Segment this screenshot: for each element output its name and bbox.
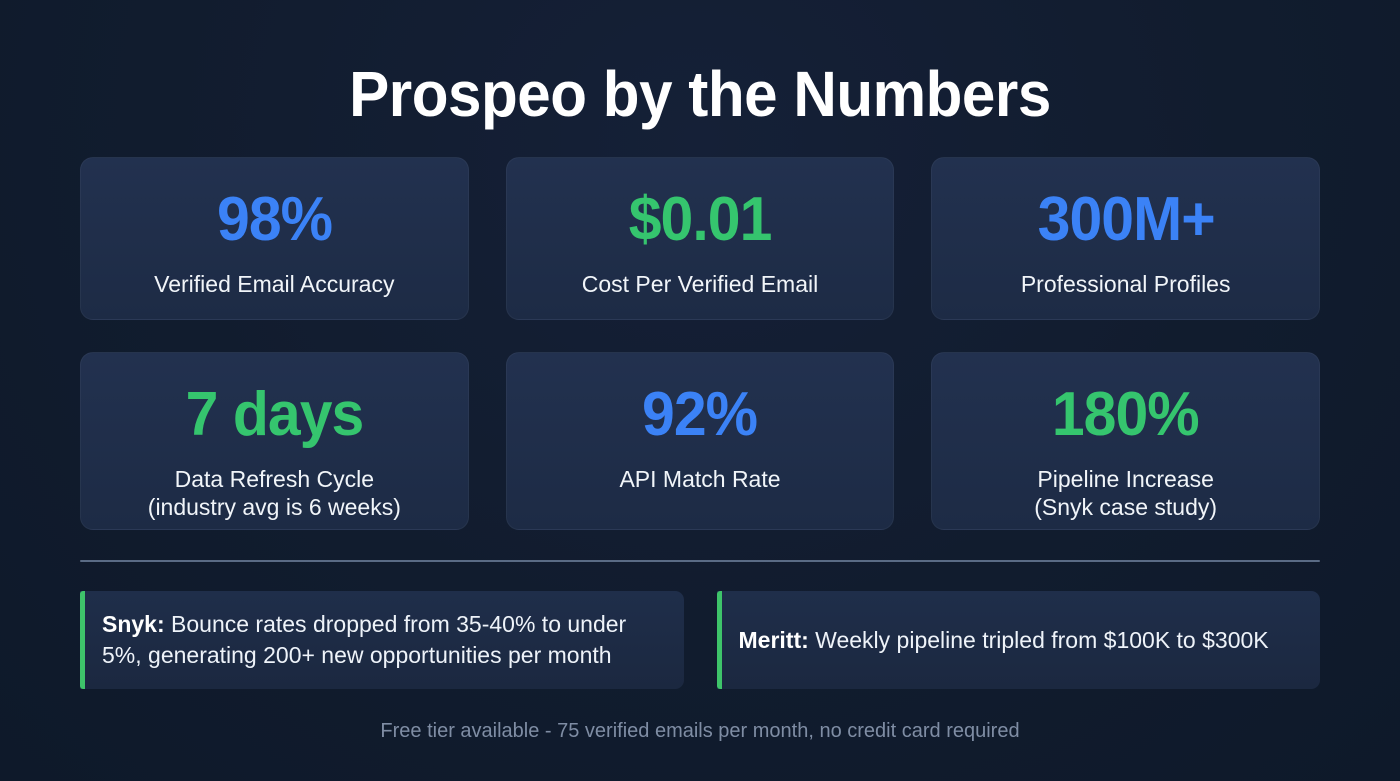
stat-label: Verified Email Accuracy <box>154 271 395 297</box>
stat-value: 98% <box>216 185 333 254</box>
accent-bar <box>716 591 722 689</box>
stats-grid: 98% Verified Email Accuracy $0.01 Cost P… <box>80 157 1320 530</box>
testimonials-row: Snyk: Bounce rates dropped from 35-40% t… <box>80 591 1320 689</box>
footer-note: Free tier available - 75 verified emails… <box>380 720 1020 742</box>
stat-card-verified-email-accuracy: 98% Verified Email Accuracy <box>80 157 469 320</box>
testimonial-company-name: Snyk: <box>102 611 165 637</box>
stat-label: API Match Rate <box>619 466 781 492</box>
stat-label: Professional Profiles <box>1020 271 1231 297</box>
stat-label: Cost Per Verified Email <box>581 271 819 297</box>
testimonial-body: Weekly pipeline tripled from $100K to $3… <box>808 626 1269 653</box>
stat-value: 180% <box>1052 380 1200 449</box>
stat-card-pipeline-increase: 180% Pipeline Increase (Snyk case study) <box>931 352 1320 530</box>
stat-value: 300M+ <box>1037 185 1215 254</box>
stat-value: 7 days <box>185 380 364 449</box>
stat-label: Pipeline Increase (Snyk case study) <box>1034 466 1218 520</box>
stat-card-data-refresh-cycle: 7 days Data Refresh Cycle (industry avg … <box>80 352 469 530</box>
stat-card-cost-per-verified-email: $0.01 Cost Per Verified Email <box>505 157 895 320</box>
page-title: Prospeo by the Numbers <box>349 58 1051 130</box>
stat-card-api-match-rate: 92% API Match Rate <box>505 352 895 530</box>
testimonial-text: Snyk: Bounce rates dropped from 35-40% t… <box>102 609 662 671</box>
testimonial-card-snyk: Snyk: Bounce rates dropped from 35-40% t… <box>80 591 684 689</box>
testimonial-company-name: Meritt: <box>738 626 809 653</box>
testimonial-card-meritt: Meritt: Weekly pipeline tripled from $10… <box>716 591 1320 689</box>
stat-value: 92% <box>642 380 758 449</box>
testimonial-body: Bounce rates dropped from 35-40% to unde… <box>102 611 627 668</box>
stat-label: Data Refresh Cycle (industry avg is 6 we… <box>147 466 401 520</box>
stat-card-professional-profiles: 300M+ Professional Profiles <box>931 157 1320 320</box>
accent-bar <box>80 591 85 689</box>
testimonial-text: Meritt: Weekly pipeline tripled from $10… <box>739 625 1269 656</box>
section-divider <box>80 560 1320 562</box>
stat-value: $0.01 <box>628 185 773 254</box>
